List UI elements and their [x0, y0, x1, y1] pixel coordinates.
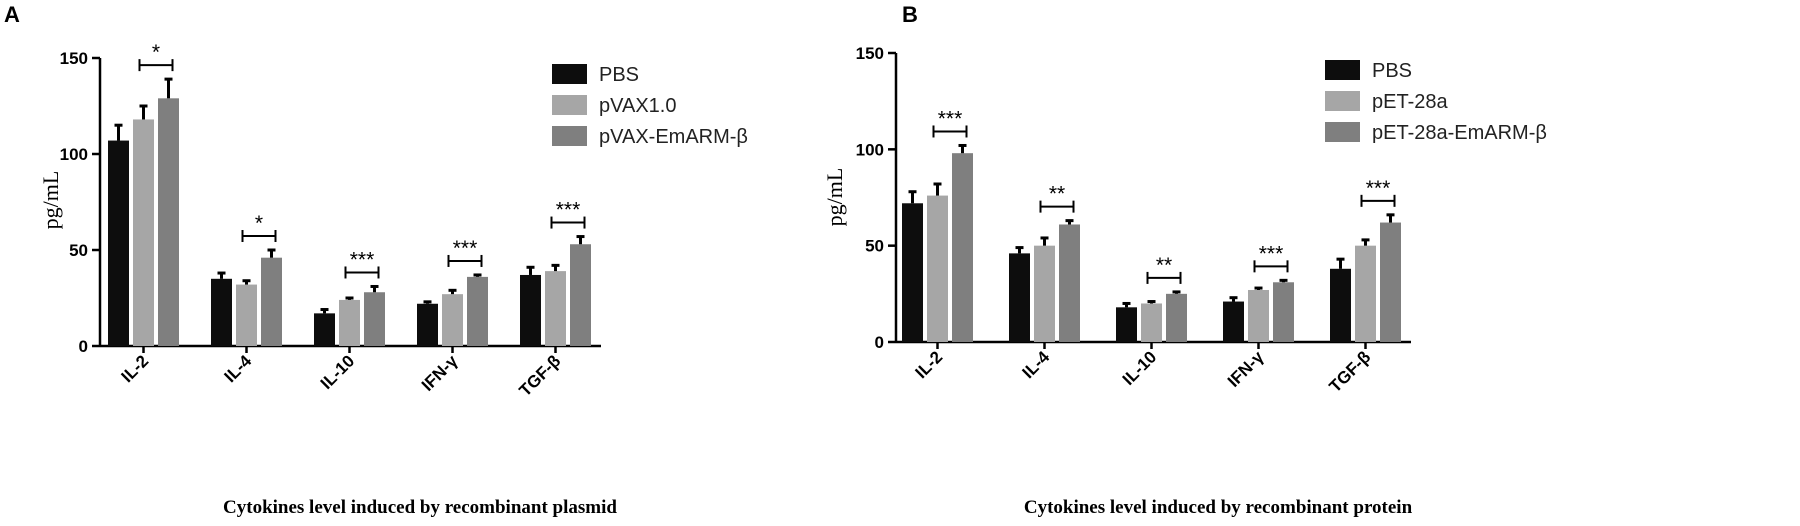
category-label: IL-10	[317, 351, 358, 392]
bar	[952, 153, 973, 342]
legend-swatch	[1325, 91, 1360, 111]
legend-swatch	[1325, 122, 1360, 142]
y-tick-label: 150	[856, 44, 884, 63]
significance-label: *	[255, 212, 263, 235]
significance-label: ***	[350, 248, 375, 271]
significance-label: *	[152, 41, 160, 64]
bar	[927, 195, 948, 342]
bar	[442, 294, 463, 346]
significance-label: ***	[556, 199, 581, 222]
y-tick-label: 100	[856, 140, 884, 159]
bar	[902, 203, 923, 342]
significance-label: **	[1156, 254, 1172, 277]
bar	[1330, 268, 1351, 342]
bar	[236, 284, 257, 346]
y-tick-label: 50	[69, 241, 88, 260]
bar	[1355, 245, 1376, 342]
bar	[1059, 224, 1080, 342]
bar	[570, 244, 591, 346]
y-axis-label: pg/mL	[822, 168, 847, 227]
panel-a: A 0 50 100 150 pg/mL IL-2 * IL-4 * IL-10 *** IFN-γ **…	[4, 2, 748, 518]
legend-label: pVAX1.0	[599, 95, 676, 117]
category-label: IL-4	[221, 351, 256, 386]
bar	[1223, 301, 1244, 342]
panel-letter: A	[4, 2, 20, 27]
category-label: IL-10	[1119, 347, 1160, 388]
category-label: IFN-γ	[1224, 347, 1268, 391]
bar	[261, 257, 282, 346]
y-tick-label: 150	[60, 49, 88, 68]
x-axis-title: Cytokines level induced by recombinant p…	[1024, 497, 1413, 518]
significance-label: ***	[1259, 242, 1284, 265]
bar	[417, 303, 438, 346]
bar	[1009, 253, 1030, 342]
x-axis-title: Cytokines level induced by recombinant p…	[223, 497, 617, 518]
category-label: TGF-β	[1326, 347, 1375, 396]
panel-b: B 0 50 100 150 pg/mL IL-2 *** IL-4 ** IL-10 ** IFN-γ…	[822, 2, 1547, 518]
category-label: IFN-γ	[418, 351, 462, 395]
y-tick-label: 50	[865, 237, 884, 256]
bar	[1166, 293, 1187, 342]
panel-letter: B	[902, 2, 918, 27]
bar	[133, 119, 154, 346]
bar	[1116, 307, 1137, 342]
category-label: IL-2	[118, 351, 153, 386]
legend-swatch	[552, 64, 587, 84]
y-axis-label: pg/mL	[38, 171, 63, 230]
bar	[108, 140, 129, 346]
bar	[467, 276, 488, 346]
bar	[1380, 222, 1401, 342]
legend-swatch	[552, 126, 587, 146]
bar	[1273, 282, 1294, 342]
legend-label: pVAX-EmARM-β	[599, 126, 748, 148]
bar	[364, 292, 385, 346]
significance-label: ***	[453, 237, 478, 260]
y-tick-label: 100	[60, 145, 88, 164]
y-tick-label: 0	[79, 337, 88, 356]
category-label: IL-2	[912, 347, 947, 382]
bar	[339, 299, 360, 346]
category-label: TGF-β	[516, 351, 565, 400]
legend-swatch	[1325, 60, 1360, 80]
significance-label: **	[1049, 183, 1065, 206]
legend-swatch	[552, 95, 587, 115]
significance-label: ***	[938, 107, 963, 130]
legend-label: pET-28a	[1372, 91, 1448, 113]
legend-label: PBS	[1372, 60, 1412, 82]
bar	[211, 278, 232, 346]
bar	[1248, 289, 1269, 342]
bar	[520, 274, 541, 346]
category-label: IL-4	[1019, 347, 1054, 382]
bar	[1034, 245, 1055, 342]
bar	[545, 271, 566, 346]
significance-label: ***	[1366, 177, 1391, 200]
legend-label: PBS	[599, 64, 639, 86]
bar	[314, 313, 335, 346]
legend-label: pET-28a-EmARM-β	[1372, 122, 1547, 144]
bar	[1141, 303, 1162, 342]
bar	[158, 98, 179, 346]
y-tick-label: 0	[875, 333, 884, 352]
